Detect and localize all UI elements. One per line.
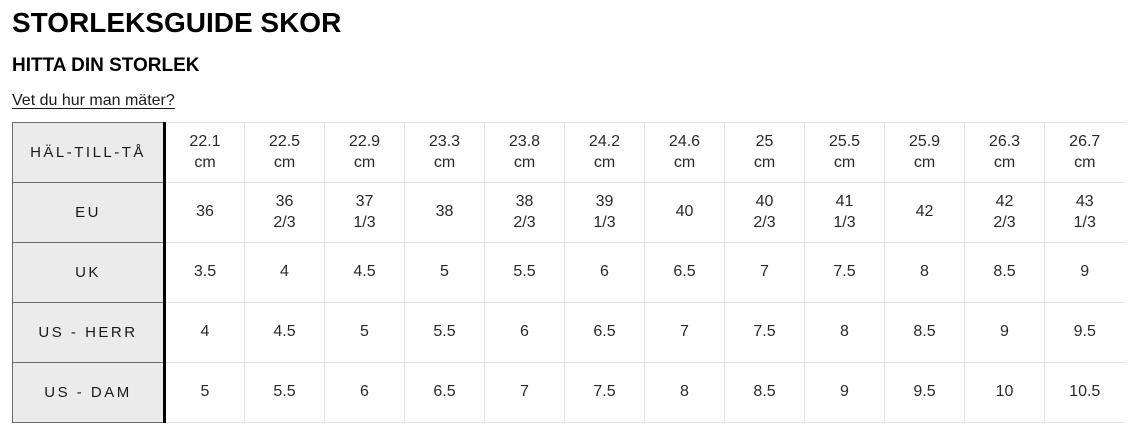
size-cell: 7	[724, 241, 805, 303]
size-cell: 10.5	[1044, 361, 1125, 423]
size-cell: 6	[564, 241, 645, 303]
table-row-uk: UK 3.5 4 4.5 5 5.5 6 6.5 7 7.5 8 8.5 9	[12, 241, 1125, 303]
row-label-us-women: US - DAM	[12, 361, 166, 423]
size-cell: 39 1/3	[564, 181, 645, 243]
measure-help-link[interactable]: Vet du hur man mäter?	[12, 91, 175, 109]
size-cell: 9	[1044, 241, 1125, 303]
size-cell: 38	[404, 181, 485, 243]
size-cell: 8.5	[884, 301, 965, 363]
size-cell: 37 1/3	[324, 181, 405, 243]
size-cell: 5.5	[484, 241, 565, 303]
size-cell: 8.5	[964, 241, 1045, 303]
size-cell: 38 2/3	[484, 181, 565, 243]
size-cell: 8	[804, 301, 885, 363]
page-title: STORLEKSGUIDE SKOR	[12, 7, 342, 38]
size-cell: 6.5	[564, 301, 645, 363]
size-cell: 6	[484, 301, 565, 363]
size-cell: 6.5	[644, 241, 725, 303]
row-label-eu: EU	[12, 181, 166, 243]
table-row-us-women: US - DAM 5 5.5 6 6.5 7 7.5 8 8.5 9 9.5 1…	[12, 361, 1125, 423]
size-cell: 10	[964, 361, 1045, 423]
size-cell: 7	[644, 301, 725, 363]
section-subtitle: HITTA DIN STORLEK	[12, 54, 200, 76]
size-cell: 8	[884, 241, 965, 303]
size-cell: 26.7 cm	[1044, 121, 1125, 183]
table-row-us-men: US - HERR 4 4.5 5 5.5 6 6.5 7 7.5 8 8.5 …	[12, 301, 1125, 363]
size-cell: 7	[484, 361, 565, 423]
size-cell: 36 2/3	[244, 181, 325, 243]
size-cell: 36	[164, 181, 245, 243]
size-cell: 42 2/3	[964, 181, 1045, 243]
size-cell: 6	[324, 361, 405, 423]
table-row-eu: EU 36 36 2/3 37 1/3 38 38 2/3 39 1/3 40 …	[12, 181, 1125, 243]
size-cell: 24.2 cm	[564, 121, 645, 183]
size-cell: 3.5	[164, 241, 245, 303]
size-cell: 9.5	[1044, 301, 1125, 363]
size-cell: 23.8 cm	[484, 121, 565, 183]
size-cell: 5.5	[404, 301, 485, 363]
size-cell: 5	[324, 301, 405, 363]
size-cell: 9	[964, 301, 1045, 363]
size-cell: 41 1/3	[804, 181, 885, 243]
size-cell: 7.5	[804, 241, 885, 303]
row-label-us-men: US - HERR	[12, 301, 166, 363]
size-cell: 8.5	[724, 361, 805, 423]
size-cell: 9.5	[884, 361, 965, 423]
size-cell: 6.5	[404, 361, 485, 423]
table-row-heel-to-toe: HÄL-TILL-TÅ 22.1 cm 22.5 cm 22.9 cm 23.3…	[12, 121, 1125, 183]
size-cell: 40	[644, 181, 725, 243]
size-cell: 7.5	[564, 361, 645, 423]
size-cell: 25.5 cm	[804, 121, 885, 183]
size-cell: 4	[164, 301, 245, 363]
size-cell: 4.5	[324, 241, 405, 303]
size-table: HÄL-TILL-TÅ 22.1 cm 22.5 cm 22.9 cm 23.3…	[12, 121, 1125, 423]
row-label-heel-to-toe: HÄL-TILL-TÅ	[12, 121, 166, 183]
size-guide-page: STORLEKSGUIDE SKOR HITTA DIN STORLEK Vet…	[12, 7, 1125, 423]
size-cell: 9	[804, 361, 885, 423]
size-cell: 5.5	[244, 361, 325, 423]
size-cell: 22.1 cm	[164, 121, 245, 183]
row-label-uk: UK	[12, 241, 166, 303]
size-cell: 22.5 cm	[244, 121, 325, 183]
size-cell: 5	[404, 241, 485, 303]
size-cell: 5	[164, 361, 245, 423]
size-cell: 4	[244, 241, 325, 303]
size-cell: 8	[644, 361, 725, 423]
size-cell: 42	[884, 181, 965, 243]
size-cell: 43 1/3	[1044, 181, 1125, 243]
size-cell: 7.5	[724, 301, 805, 363]
size-cell: 25.9 cm	[884, 121, 965, 183]
size-cell: 24.6 cm	[644, 121, 725, 183]
size-cell: 22.9 cm	[324, 121, 405, 183]
size-cell: 4.5	[244, 301, 325, 363]
size-cell: 25 cm	[724, 121, 805, 183]
size-cell: 23.3 cm	[404, 121, 485, 183]
size-cell: 40 2/3	[724, 181, 805, 243]
size-cell: 26.3 cm	[964, 121, 1045, 183]
